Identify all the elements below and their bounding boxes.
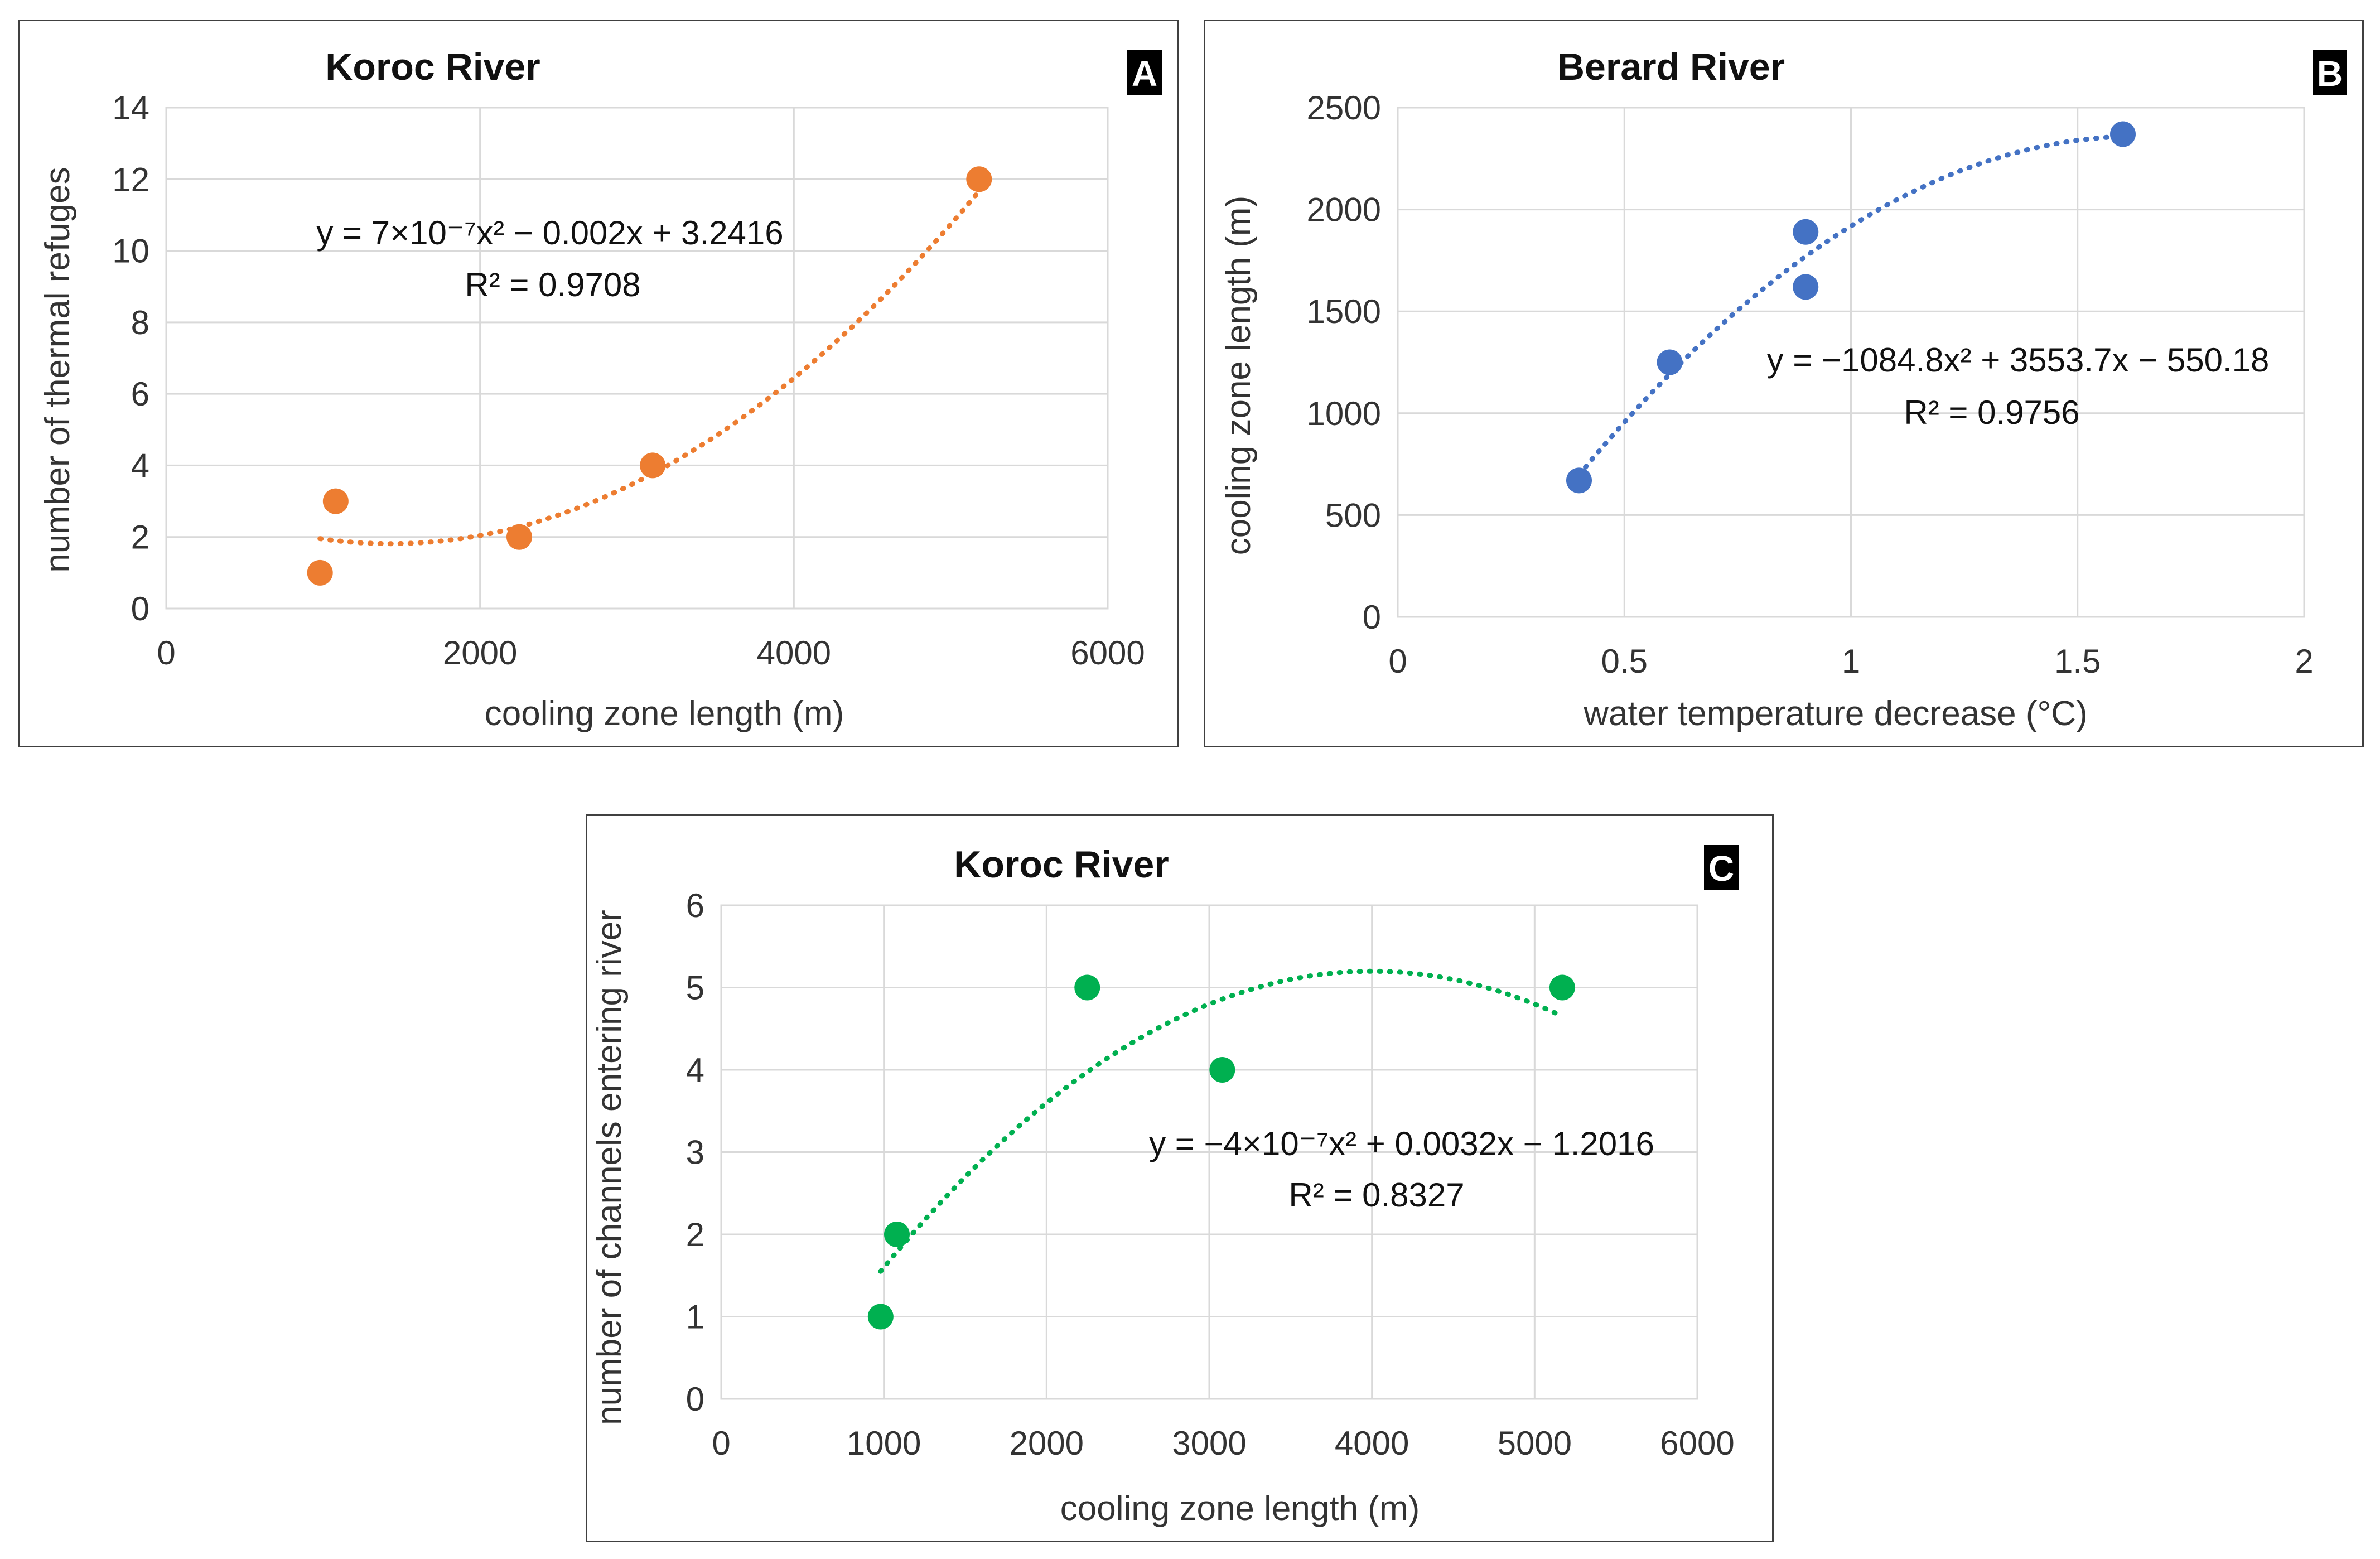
x-axis-title: cooling zone length (m) — [485, 694, 844, 733]
data-point — [1566, 467, 1592, 494]
y-tick-label: 1 — [686, 1299, 704, 1336]
y-tick-label: 10 — [112, 233, 149, 270]
data-point — [1793, 274, 1819, 300]
x-tick-label: 4000 — [1335, 1425, 1409, 1462]
trend-equation: y = −1084.8x² + 3553.7x − 550.18 — [1767, 341, 2270, 379]
x-tick-label: 0.5 — [1601, 643, 1648, 680]
chart-panel-b: 0 500 1000 1500 2000 2500 0 0.5 1 1.5 2 Berard Riv… — [1204, 20, 2364, 747]
y-tick-label: 4 — [686, 1051, 704, 1089]
data-point — [640, 452, 666, 479]
y-tick-label: 8 — [131, 304, 149, 341]
y-tick-label: 0 — [131, 590, 149, 628]
y-tick-label: 12 — [112, 161, 149, 198]
x-tick-label: 6000 — [1660, 1425, 1734, 1462]
y-axis-title: cooling zone length (m) — [1219, 196, 1258, 555]
x-tick-label: 1000 — [847, 1425, 921, 1462]
chart-title: Berard River — [1557, 46, 1785, 88]
y-tick-label: 0 — [686, 1381, 704, 1418]
y-tick-label: 5 — [686, 969, 704, 1007]
chart-b-svg: 0 500 1000 1500 2000 2500 0 0.5 1 1.5 2 Berard Riv… — [1219, 46, 2347, 733]
trendline — [878, 968, 1565, 1274]
x-tick-label: 1.5 — [2054, 643, 2101, 680]
panel-badge-bg — [2313, 50, 2347, 95]
x-tick-label: 6000 — [1070, 634, 1145, 672]
x-tick-label: 3000 — [1172, 1425, 1246, 1462]
x-tick-label: 4000 — [757, 634, 831, 672]
y-axis-title: number of thermal refuges — [38, 167, 77, 572]
data-point — [322, 488, 349, 514]
panel-badge-bg — [1127, 50, 1162, 95]
data-point — [506, 524, 532, 550]
y-tick-label: 1500 — [1307, 293, 1381, 330]
panel-badge-bg — [1704, 845, 1739, 890]
x-tick-label: 0 — [1388, 643, 1407, 680]
y-tick-label: 2000 — [1307, 191, 1381, 229]
data-point — [1549, 974, 1575, 1001]
x-tick-label: 2000 — [443, 634, 517, 672]
data-point — [307, 559, 333, 586]
data-point — [2110, 121, 2136, 147]
y-tick-label: 4 — [131, 447, 149, 484]
panel-badge: A — [1132, 54, 1157, 94]
plot-area — [165, 107, 1109, 610]
x-axis-title: water temperature decrease (°C) — [1583, 694, 2087, 733]
y-axis-title: number of channels entering river — [590, 910, 629, 1425]
x-tick-label: 0 — [712, 1425, 730, 1462]
y-tick-label: 2 — [686, 1216, 704, 1253]
x-tick-label: 2000 — [1010, 1425, 1084, 1462]
chart-title: Koroc River — [954, 843, 1169, 886]
y-tick-label: 6 — [686, 887, 704, 924]
panel-badge: C — [1708, 848, 1734, 889]
data-point — [1657, 349, 1683, 375]
y-tick-label: 0 — [1363, 598, 1381, 636]
x-tick-label: 5000 — [1498, 1425, 1572, 1462]
data-point — [1074, 974, 1100, 1001]
chart-c-svg: 0 1 2 3 4 5 6 0 1000 2000 3000 4000 5000 6000 Koroc R… — [590, 843, 1739, 1528]
data-point — [1793, 219, 1819, 245]
x-tick-label: 1 — [1842, 643, 1860, 680]
trend-equation: y = 7×10⁻⁷x² − 0.002x + 3.2416 — [316, 214, 783, 252]
data-point — [966, 166, 992, 192]
y-tick-label: 2 — [131, 519, 149, 556]
trend-equation: y = −4×10⁻⁷x² + 0.0032x − 1.2016 — [1149, 1125, 1654, 1162]
y-tick-label: 14 — [112, 89, 149, 127]
data-point — [867, 1304, 894, 1330]
y-tick-label: 500 — [1325, 496, 1381, 534]
x-tick-label: 2 — [2295, 643, 2313, 680]
y-tick-label: 6 — [131, 375, 149, 413]
trend-r-squared: R² = 0.9756 — [1904, 394, 2079, 431]
data-point — [1209, 1057, 1235, 1083]
trend-r-squared: R² = 0.8327 — [1288, 1176, 1464, 1214]
y-tick-label: 1000 — [1307, 395, 1381, 432]
x-tick-label: 0 — [157, 634, 175, 672]
x-axis-title: cooling zone length (m) — [1060, 1489, 1420, 1528]
y-tick-label: 2500 — [1307, 89, 1381, 127]
data-point — [884, 1222, 910, 1247]
chart-a-svg: 0 2 4 6 8 10 12 14 0 2000 4000 6000 Koroc River A y… — [38, 46, 1162, 733]
trend-r-squared: R² = 0.9708 — [465, 266, 640, 303]
chart-panel-c: 0 1 2 3 4 5 6 0 1000 2000 3000 4000 5000 6000 Koroc R… — [586, 814, 1774, 1542]
trendline — [1576, 134, 2126, 477]
chart-panel-a: 0 2 4 6 8 10 12 14 0 2000 4000 6000 Koroc River A y… — [18, 20, 1179, 747]
panel-badge: B — [2317, 54, 2343, 94]
y-tick-label: 3 — [686, 1134, 704, 1171]
chart-title: Koroc River — [325, 46, 540, 88]
